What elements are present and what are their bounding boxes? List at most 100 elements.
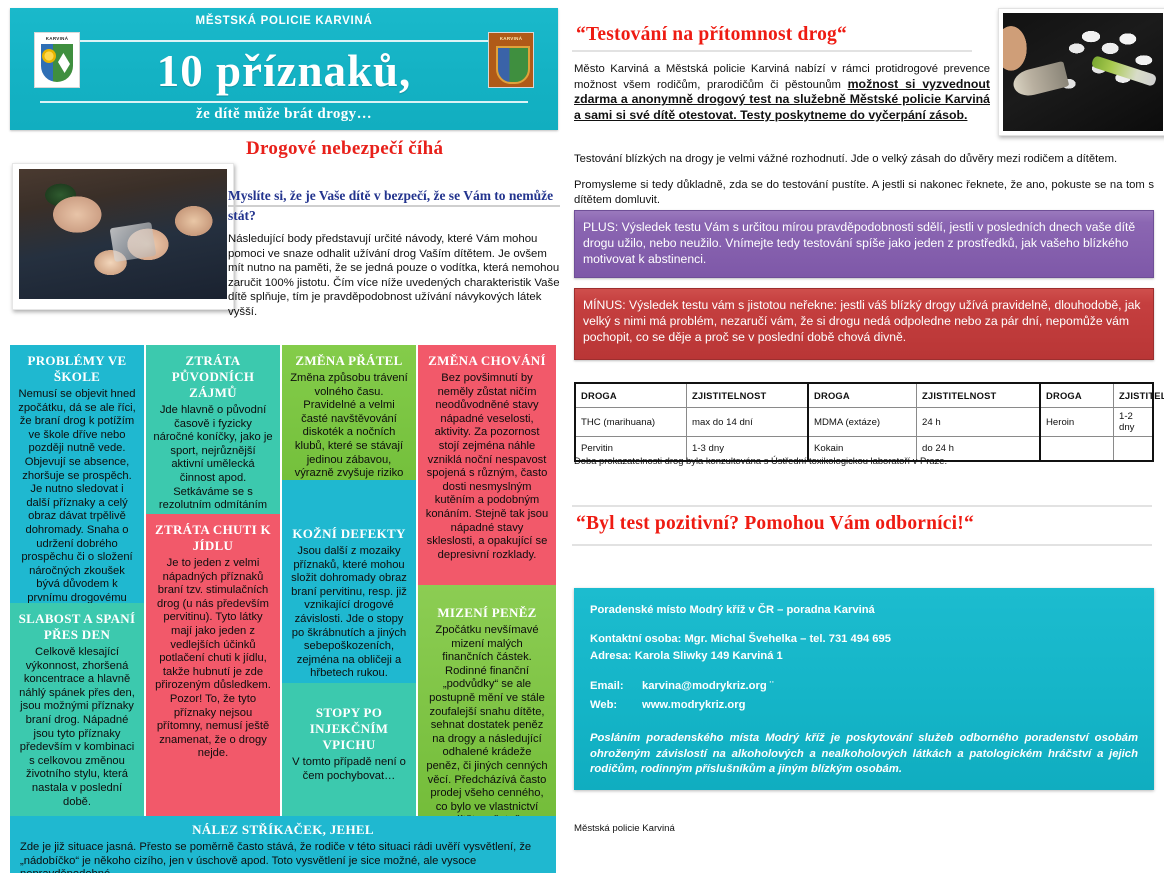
title-rule-2-top [572,505,1152,507]
symptom-title: MIZENÍ PENĚZ [437,605,537,620]
masthead-org: MĚSTSKÁ POLICIE KARVINÁ [195,15,373,27]
cell-detect: 1-3 dny [686,436,809,462]
question-heading: Myslíte si, že je Vaše dítě v bezpečí, ž… [228,188,554,223]
symptom-text: Celkově klesající výkonnost, zhoršená ko… [19,646,135,808]
photo-inner [1003,13,1163,131]
symptom-card-vpich: STOPY PO INJEKČNÍM VPICHU V tomto případ… [282,683,416,816]
contact-email-label: Email: [590,680,624,692]
cell-detect: 24 h [916,407,1041,437]
positive-test-section-title: “Byl test pozitivní? Pomohou Vám odborní… [576,513,974,534]
contact-spacer-2 [590,665,1138,677]
city-crest-left-icon: KARVINÁ [34,32,80,88]
contact-web-value[interactable]: www.modrykriz.org [642,699,746,711]
symptom-card-chovani: ZMĚNA CHOVÁNÍ Bez povšimnutí by neměly z… [418,345,556,585]
counselling-contact-box: Poradenské místo Modrý kříž v ČR – porad… [574,588,1154,790]
contact-web-label: Web: [590,699,618,711]
symptom-title: ZMĚNA CHOVÁNÍ [428,353,546,368]
title-rule-1 [572,50,972,52]
cell-drug: Pervitin [574,436,687,462]
contact-mission-text: Posláním poradenského místa Modrý kříž j… [590,732,1138,776]
symptom-text: Jde hlavně o původní časově i fyzicky ná… [153,404,273,514]
symptom-card-penez: MIZENÍ PENĚZ Zpočátku nevšímavé mizení m… [418,585,556,816]
symptom-card-kozni: KOŽNÍ DEFEKTY Jsou další z mozaiky přízn… [282,480,416,683]
testing-intro-plain: Město Karviná a Městská policie Karviná … [574,63,990,91]
contact-org: Poradenské místo Modrý kříž v ČR – porad… [590,604,875,616]
cell-detect: max do 14 dní [686,407,809,437]
symptom-card-zajmy: ZTRÁTA PŮVODNÍCH ZÁJMŮ Jde hlavně o půvo… [146,345,280,514]
testing-intro-underlined: možnost si vyzvednout zdarma a anonymně … [574,76,990,122]
th-zjistitelnost-3: ZJISTITELNOST [1113,382,1164,408]
th-droga-1: DROGA [574,382,687,408]
cell-detect [1113,436,1154,462]
testing-paragraph-3: Promysleme si tedy důkladně, zda se do t… [574,179,1154,206]
th-droga-2: DROGA [807,382,917,408]
symptom-card-skola: PROBLÉMY VE ŠKOLE Nemusí se objevit hned… [10,345,144,603]
testing-section-title: “Testování na přítomnost drog“ [576,24,847,45]
symptom-text: Zde je již situace jasná. Přesto se pomě… [20,841,532,873]
contact-address: Adresa: Karola Sliwky 149 Karviná 1 [590,650,783,662]
table-source-note: Doba prokazatelnosti drog byla konzultov… [574,455,948,466]
symptom-card-pratel: ZMĚNA PŘÁTEL Změna způsobu trávení volné… [282,345,416,480]
police-crest-right-icon: KARVINÁ [488,32,534,88]
drug-detectability-table: DROGA ZJISTITELNOST DROGA ZJISTITELNOST … [574,382,1164,462]
symptom-title: ZTRÁTA PŮVODNÍCH ZÁJMŮ [171,353,255,400]
contact-web-row: Web: www.modrykriz.org [590,696,1138,715]
minus-callout-box: MÍNUS: Výsledek testu vám s jistotou neř… [574,288,1154,360]
symptom-title: KOŽNÍ DEFEKTY [292,526,406,541]
symptom-title: ZMĚNA PŘÁTEL [295,353,403,368]
symptom-title: SLABOST A SPANÍ PŘES DEN [18,611,136,642]
symptom-card-chut: ZTRÁTA CHUTI K JÍDLU Je to jeden z velmi… [146,514,280,816]
title-rule-2-bottom [572,544,1152,546]
symptom-title: NÁLEZ STŘÍKAČEK, JEHEL [192,822,374,837]
drug-deal-photo [12,163,234,310]
page-footer: Městská policie Karviná [574,823,675,834]
masthead-banner: MĚSTSKÁ POLICIE KARVINÁ KARVINÁ KARVINÁ … [10,8,558,130]
table-row: THC (marihuana) max do 14 dní MDMA (extá… [574,407,1154,437]
symptom-text: Jsou další z mozaiky příznaků, které moh… [291,545,407,680]
symptom-text: Nemusí se objevit hned zpočátku, dá se a… [18,388,136,603]
cell-detect: 1-2 dny [1113,407,1154,437]
masthead-rule-top [40,40,528,42]
testing-intro-paragraph: Město Karviná a Městská policie Karviná … [574,62,990,123]
right-page: “Testování na přítomnost drog“ Město Kar… [568,0,1164,873]
left-page: MĚSTSKÁ POLICIE KARVINÁ KARVINÁ KARVINÁ … [0,0,568,873]
symptom-card-strikacky: NÁLEZ STŘÍKAČEK, JEHEL Zde je již situac… [10,816,556,873]
plus-callout-box: PLUS: Výsledek testu Vám s určitou mírou… [574,210,1154,278]
cell-drug [1039,436,1114,462]
symptom-title: PROBLÉMY VE ŠKOLE [27,353,127,384]
th-zjistitelnost-1: ZJISTITELNOST [686,382,809,408]
question-rule [228,205,560,207]
testing-paragraph-2: Testování blízkých na drogy je velmi váž… [574,153,1118,165]
crest-right-label: KARVINÁ [499,36,523,41]
symptom-title: STOPY PO INJEKČNÍM VPICHU [309,705,389,752]
lead-heading: Drogové nebezpečí číhá [246,138,444,159]
contact-spacer [590,619,1138,631]
symptom-card-slabost: SLABOST A SPANÍ PŘES DEN Celkově klesají… [10,603,144,816]
symptom-title: ZTRÁTA CHUTI K JÍDLU [155,522,271,553]
cell-drug: Kokain [807,436,917,462]
photo-inner [19,169,227,299]
symptoms-grid: PROBLÉMY VE ŠKOLE Nemusí se objevit hned… [10,345,556,816]
masthead-rule-bottom [40,101,528,103]
minus-callout-text: MÍNUS: Výsledek testu vám s jistotou neř… [583,298,1141,344]
table-header-row: DROGA ZJISTITELNOST DROGA ZJISTITELNOST … [574,382,1164,408]
symptom-text: V tomto případě není o čem pochybovat… [292,756,406,782]
shield-badge-icon [496,46,530,84]
th-droga-3: DROGA [1039,382,1114,408]
drug-paraphernalia-photo [998,8,1164,136]
lead-body-text: Následující body představují určité návo… [228,233,560,318]
symptom-text: Zpočátku nevšímavé mizení malých finančn… [426,624,548,816]
contact-email-value[interactable]: karvina@modrykriz.org ¨ [642,680,774,692]
masthead-title: 10 příznaků, [156,46,412,96]
symptom-text: Změna způsobu trávení volného času. Prav… [290,372,408,480]
th-zjistitelnost-2: ZJISTITELNOST [916,382,1041,408]
masthead-subtitle: že dítě může brát drogy… [196,106,372,122]
contact-email-row: Email: karvina@modrykriz.org ¨ [590,677,1138,696]
symptom-text: Bez povšimnutí by neměly zůstat ničím ne… [425,372,549,561]
plus-callout-text: PLUS: Výsledek testu Vám s určitou mírou… [583,220,1136,266]
symptom-text: Je to jeden z velmi nápadných příznaků b… [155,557,271,760]
crest-left-label: KARVINÁ [45,36,69,41]
table-row: Pervitin 1-3 dny Kokain do 24 h [574,436,1154,462]
contact-person: Kontaktní osoba: Mgr. Michal Švehelka – … [590,633,891,645]
cell-drug: MDMA (extáze) [807,407,917,437]
